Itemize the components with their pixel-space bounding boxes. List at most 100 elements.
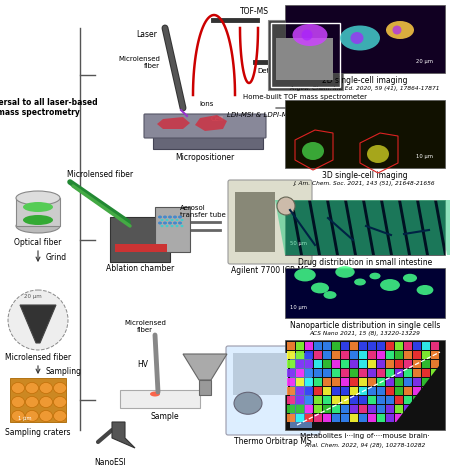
Ellipse shape bbox=[294, 269, 316, 281]
Polygon shape bbox=[437, 200, 450, 255]
Bar bbox=[314, 360, 322, 368]
Text: Ablation chamber: Ablation chamber bbox=[106, 264, 174, 273]
Polygon shape bbox=[311, 200, 336, 255]
Bar bbox=[305, 387, 313, 395]
Bar bbox=[413, 351, 421, 359]
Bar bbox=[413, 405, 421, 413]
Bar bbox=[386, 351, 394, 359]
Bar bbox=[296, 369, 304, 377]
Bar bbox=[422, 378, 430, 386]
Ellipse shape bbox=[40, 383, 53, 393]
Bar bbox=[155, 207, 190, 252]
Bar bbox=[305, 342, 313, 350]
Bar bbox=[287, 342, 295, 350]
Ellipse shape bbox=[163, 215, 167, 219]
Ellipse shape bbox=[16, 191, 60, 205]
Polygon shape bbox=[329, 200, 354, 255]
Bar bbox=[341, 396, 349, 404]
Polygon shape bbox=[275, 200, 300, 255]
Bar bbox=[359, 387, 367, 395]
Bar bbox=[350, 369, 358, 377]
Bar bbox=[422, 360, 430, 368]
Bar bbox=[404, 396, 412, 404]
Ellipse shape bbox=[161, 225, 163, 227]
Bar bbox=[395, 378, 403, 386]
Bar bbox=[359, 405, 367, 413]
Text: 2D single-cell imaging: 2D single-cell imaging bbox=[322, 76, 408, 85]
Ellipse shape bbox=[161, 219, 163, 221]
Bar bbox=[296, 360, 304, 368]
Bar bbox=[10, 378, 66, 422]
Ellipse shape bbox=[335, 266, 355, 278]
Text: 1 μm: 1 μm bbox=[18, 416, 32, 421]
Text: Microlensed fiber: Microlensed fiber bbox=[67, 170, 133, 179]
Ellipse shape bbox=[311, 283, 329, 294]
Bar bbox=[153, 137, 263, 149]
Text: Grind: Grind bbox=[46, 254, 67, 263]
Bar bbox=[287, 351, 295, 359]
Ellipse shape bbox=[23, 202, 53, 212]
Ellipse shape bbox=[54, 396, 67, 408]
Bar bbox=[314, 378, 322, 386]
Bar bbox=[350, 396, 358, 404]
Bar bbox=[431, 396, 439, 404]
Ellipse shape bbox=[150, 392, 160, 396]
Bar bbox=[404, 378, 412, 386]
Bar bbox=[359, 396, 367, 404]
Ellipse shape bbox=[351, 32, 364, 44]
Bar bbox=[350, 351, 358, 359]
Bar bbox=[287, 396, 295, 404]
Bar bbox=[368, 351, 376, 359]
Bar bbox=[314, 342, 322, 350]
Bar bbox=[305, 378, 313, 386]
Ellipse shape bbox=[340, 25, 380, 51]
Bar bbox=[287, 378, 295, 386]
Bar bbox=[305, 405, 313, 413]
Bar bbox=[404, 351, 412, 359]
Bar bbox=[296, 414, 304, 422]
Ellipse shape bbox=[292, 24, 328, 46]
Polygon shape bbox=[347, 200, 372, 255]
Bar bbox=[377, 414, 385, 422]
Bar bbox=[377, 396, 385, 404]
Polygon shape bbox=[112, 422, 135, 448]
Ellipse shape bbox=[367, 145, 389, 163]
Bar bbox=[323, 405, 331, 413]
Ellipse shape bbox=[417, 285, 433, 295]
Bar bbox=[386, 342, 394, 350]
Bar bbox=[404, 369, 412, 377]
Text: HV: HV bbox=[137, 360, 148, 369]
Bar bbox=[431, 405, 439, 413]
Bar bbox=[368, 405, 376, 413]
Bar bbox=[386, 405, 394, 413]
Text: Anal. Chem. 2022, 94 (28), 10278-10282: Anal. Chem. 2022, 94 (28), 10278-10282 bbox=[304, 443, 426, 448]
Text: TOF-MS: TOF-MS bbox=[240, 7, 269, 16]
Bar bbox=[290, 353, 312, 428]
Bar bbox=[377, 378, 385, 386]
Polygon shape bbox=[157, 117, 190, 129]
Ellipse shape bbox=[168, 215, 172, 219]
Polygon shape bbox=[365, 200, 390, 255]
Bar bbox=[422, 414, 430, 422]
Polygon shape bbox=[183, 354, 227, 380]
Bar bbox=[296, 396, 304, 404]
Ellipse shape bbox=[277, 197, 295, 215]
Bar bbox=[341, 378, 349, 386]
Bar bbox=[305, 369, 313, 377]
Ellipse shape bbox=[26, 410, 39, 422]
Bar bbox=[341, 387, 349, 395]
Bar bbox=[377, 387, 385, 395]
Bar bbox=[404, 360, 412, 368]
Bar bbox=[368, 387, 376, 395]
Bar bbox=[350, 387, 358, 395]
Bar bbox=[404, 405, 412, 413]
Ellipse shape bbox=[26, 383, 39, 393]
Bar bbox=[395, 396, 403, 404]
Bar bbox=[341, 405, 349, 413]
Bar bbox=[431, 387, 439, 395]
Bar bbox=[413, 369, 421, 377]
Ellipse shape bbox=[173, 215, 177, 219]
Bar bbox=[377, 351, 385, 359]
Bar bbox=[268, 20, 343, 90]
Bar bbox=[395, 369, 403, 377]
